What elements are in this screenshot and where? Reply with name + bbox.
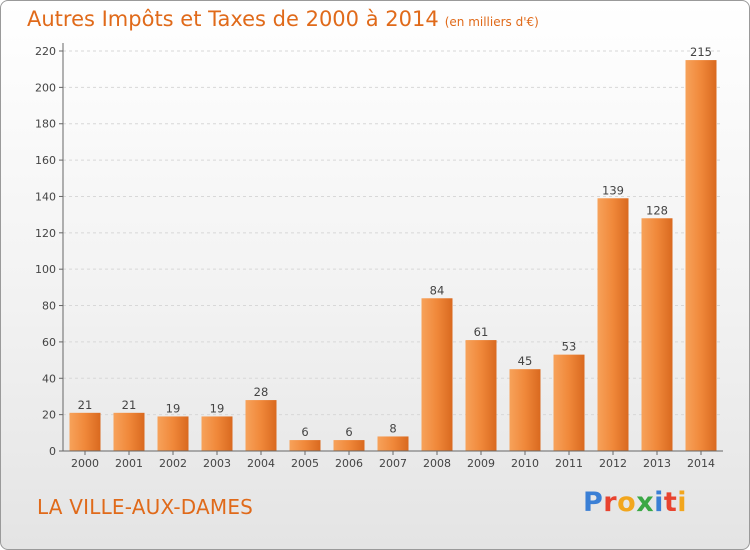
data-label-2001: 21 (122, 398, 137, 412)
y-tick-label: 40 (42, 372, 56, 385)
logo-letter: P (583, 487, 604, 518)
logo-letter: r (603, 487, 618, 518)
proxiti-logo[interactable]: Proxiti (583, 487, 687, 518)
chart-subtitle: (en milliers d'€) (444, 15, 539, 29)
bar-2003 (201, 416, 233, 451)
town-name: LA VILLE-AUX-DAMES (37, 495, 254, 519)
y-axis: 0 20 40 60 80 100 120 140 160 180 200 220 (35, 43, 64, 458)
logo-letter: o (617, 487, 637, 518)
bars: 21 21 19 19 28 6 6 8 84 61 45 53 139 128 215 (69, 45, 717, 451)
bar-2009 (465, 340, 497, 451)
y-tick-label: 180 (35, 118, 56, 131)
x-axis: 2000 2001 2002 2003 2004 2005 2006 2007 2008 2009… (63, 450, 723, 470)
x-tick-label-2000: 2000 (71, 457, 99, 470)
x-tick-label-2002: 2002 (159, 457, 187, 470)
data-label-2010: 45 (518, 354, 533, 368)
y-tick-label: 120 (35, 227, 56, 240)
bar-2000 (69, 412, 101, 451)
y-tick-label: 60 (42, 336, 56, 349)
x-tick-label-2011: 2011 (555, 457, 583, 470)
logo-letter: i (677, 487, 688, 518)
y-tick-label: 140 (35, 190, 56, 203)
y-tick-label: 220 (35, 45, 56, 58)
bar-2012 (597, 198, 629, 451)
x-tick-label-2010: 2010 (511, 457, 539, 470)
bar-2008 (421, 298, 453, 451)
data-label-2014: 215 (690, 45, 712, 59)
bar-2006 (333, 440, 365, 451)
bar-2010 (509, 369, 541, 451)
bar-2013 (641, 218, 673, 451)
y-tick-label: 100 (35, 263, 56, 276)
logo-letter: t (663, 487, 678, 518)
x-tick-label-2006: 2006 (335, 457, 363, 470)
x-tick-label-2004: 2004 (247, 457, 275, 470)
x-tick-label-2008: 2008 (423, 457, 451, 470)
y-tick-label: 20 (42, 409, 56, 422)
x-tick-label-2013: 2013 (643, 457, 671, 470)
x-tick-label-2001: 2001 (115, 457, 143, 470)
gridlines (63, 50, 723, 416)
data-label-2002: 19 (166, 401, 181, 415)
data-label-2008: 84 (430, 283, 445, 297)
data-label-2006: 6 (345, 425, 352, 439)
bar-2004 (245, 400, 277, 451)
x-tick-label-2012: 2012 (599, 457, 627, 470)
bar-2001 (113, 412, 145, 451)
x-tick-label-2009: 2009 (467, 457, 495, 470)
data-label-2012: 139 (602, 183, 624, 197)
data-label-2005: 6 (301, 425, 308, 439)
bar-2011 (553, 354, 585, 451)
y-tick-label: 0 (49, 445, 56, 458)
data-label-2007: 8 (389, 421, 396, 435)
y-tick-label: 160 (35, 154, 56, 167)
data-label-2013: 128 (646, 203, 668, 217)
logo-letter: i (654, 487, 664, 518)
data-label-2011: 53 (562, 340, 577, 354)
data-label-2000: 21 (78, 398, 93, 412)
data-label-2009: 61 (474, 325, 489, 339)
y-tick-label: 80 (42, 300, 56, 313)
x-tick-label-2005: 2005 (291, 457, 319, 470)
bar-2014 (685, 60, 717, 451)
x-tick-label-2014: 2014 (687, 457, 715, 470)
data-label-2003: 19 (210, 401, 225, 415)
chart-title: Autres Impôts et Taxes de 2000 à 2014 (en… (27, 7, 539, 31)
bar-2002 (157, 416, 189, 451)
y-tick-label: 200 (35, 81, 56, 94)
logo-letter: x (636, 487, 655, 518)
bar-2005 (289, 440, 321, 451)
bar-2007 (377, 436, 409, 451)
data-label-2004: 28 (254, 385, 269, 399)
x-tick-label-2007: 2007 (379, 457, 407, 470)
x-tick-label-2003: 2003 (203, 457, 231, 470)
